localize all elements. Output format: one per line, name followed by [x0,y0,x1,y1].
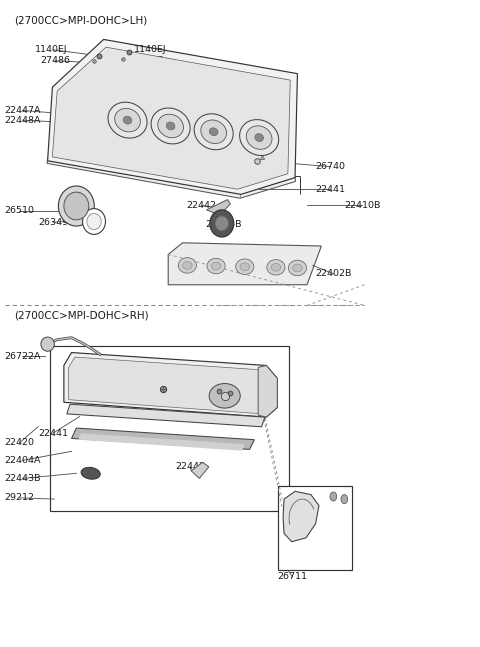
Polygon shape [206,199,230,215]
Ellipse shape [209,128,218,136]
Ellipse shape [246,126,272,149]
Ellipse shape [271,263,281,271]
Ellipse shape [115,108,140,132]
Ellipse shape [83,208,106,234]
Ellipse shape [240,263,250,270]
Ellipse shape [210,210,234,237]
Polygon shape [191,463,209,478]
Ellipse shape [201,120,227,144]
Ellipse shape [240,120,279,155]
Ellipse shape [151,108,190,144]
Ellipse shape [194,114,233,149]
Ellipse shape [81,467,100,479]
Text: 22441: 22441 [316,184,346,193]
Text: 22404A: 22404A [4,456,41,465]
Circle shape [330,492,336,501]
Ellipse shape [182,261,192,269]
Ellipse shape [41,337,54,351]
Ellipse shape [108,102,147,138]
Text: (2700CC>MPI-DOHC>LH): (2700CC>MPI-DOHC>LH) [14,15,147,25]
Text: 26740: 26740 [316,162,346,171]
Text: 22442: 22442 [186,201,216,210]
Ellipse shape [211,262,221,270]
Circle shape [341,494,348,503]
Text: 22443B: 22443B [205,220,242,229]
Ellipse shape [178,258,196,273]
Ellipse shape [215,216,228,231]
Ellipse shape [158,114,183,138]
Ellipse shape [236,259,254,274]
Polygon shape [67,404,265,427]
Ellipse shape [255,134,264,142]
Polygon shape [64,353,277,417]
Polygon shape [168,243,322,285]
Text: 22402B: 22402B [316,269,352,278]
Text: 26722A: 26722A [4,352,41,361]
Polygon shape [258,366,277,417]
Polygon shape [52,47,290,189]
Text: 26711: 26711 [277,572,307,581]
Ellipse shape [87,214,101,230]
Text: (2700CC>MPI-DOHC>RH): (2700CC>MPI-DOHC>RH) [14,310,149,320]
Ellipse shape [123,116,132,124]
Polygon shape [72,428,254,450]
FancyBboxPatch shape [278,486,352,570]
Text: 1140EJ: 1140EJ [134,45,167,54]
Polygon shape [69,357,274,414]
Text: 27487: 27487 [134,56,164,65]
Ellipse shape [288,260,307,276]
Ellipse shape [64,192,89,220]
Text: 1140EJ: 1140EJ [234,384,267,393]
Text: 29212: 29212 [4,493,35,502]
Polygon shape [78,433,245,451]
Text: 22420: 22420 [4,439,35,448]
Text: 22447A: 22447A [4,106,41,115]
Text: 26510: 26510 [4,206,35,215]
Text: 22410B: 22410B [344,201,381,210]
Text: 26349: 26349 [38,217,68,226]
Text: 1140EJ: 1140EJ [35,45,68,54]
Text: 27488: 27488 [234,393,264,402]
Text: 22442: 22442 [175,463,205,471]
Ellipse shape [166,122,175,130]
Text: 22448A: 22448A [152,376,188,385]
Polygon shape [47,159,296,198]
Ellipse shape [59,186,94,226]
Ellipse shape [207,258,225,274]
Text: 22441: 22441 [38,429,68,438]
Polygon shape [283,491,319,542]
Ellipse shape [267,259,285,275]
Ellipse shape [293,264,302,272]
Text: 22443B: 22443B [4,474,41,483]
Text: 27486: 27486 [40,56,70,65]
Polygon shape [48,39,298,194]
Text: 22448A: 22448A [4,116,41,125]
Ellipse shape [209,384,240,408]
